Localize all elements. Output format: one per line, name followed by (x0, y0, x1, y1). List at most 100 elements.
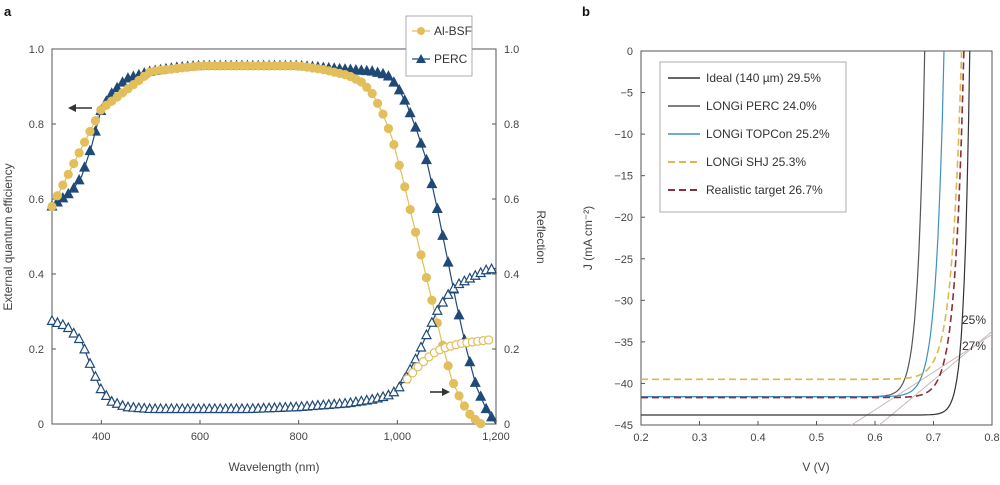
a-xtick-label: 800 (289, 431, 307, 443)
a-point-marker (426, 316, 438, 327)
a-point-marker (106, 395, 118, 406)
b-xtick-label: 0.4 (750, 432, 765, 444)
legend-box (405, 15, 473, 77)
a-point-marker (378, 109, 388, 119)
a-point-marker (383, 123, 394, 134)
a-point-marker (356, 77, 366, 87)
a-point-marker (85, 126, 95, 137)
a-ytick-label: 0.2 (29, 344, 44, 356)
b-reference-line (878, 331, 992, 425)
a-point-marker (421, 272, 432, 283)
a-point-marker (393, 380, 405, 392)
a-point-marker (437, 229, 449, 240)
a-point-marker (63, 169, 73, 179)
a-point-marker (79, 343, 91, 354)
panel-b-legend: Ideal (140 µm) 29.5% LONGi PERC 24.0% LONG… (659, 61, 847, 213)
panel-a-label: a (4, 4, 12, 19)
a-point-marker (426, 177, 438, 189)
a-point-marker (373, 98, 383, 108)
a-y2tick-label: 0.4 (504, 269, 519, 281)
a-point-marker (89, 370, 101, 381)
a-point-marker (437, 296, 449, 307)
panel-b: b 0.2 0.3 0.4 0.5 0.6 0.7 0.8 0 −5 −10 −15 −20 −25 −3… (581, 4, 1000, 474)
a-point-marker (476, 419, 486, 429)
b-ytick-label: −40 (614, 378, 633, 390)
a-point-marker (442, 256, 454, 267)
b-xtick-label: 0.5 (809, 432, 824, 444)
a-point-marker (486, 262, 498, 274)
panel-a-xlabel: Wavelength (nm) (229, 460, 320, 474)
a-point-marker (84, 357, 96, 368)
a-point-marker (431, 304, 443, 315)
legend-triangle-marker (416, 54, 426, 63)
b-legend-label: Realistic target 26.7% (706, 183, 823, 197)
a-point-marker (389, 140, 399, 150)
a-ytick-label: 1.0 (29, 44, 44, 56)
a-point-marker (111, 397, 123, 408)
a-y2tick-label: 0 (504, 419, 510, 431)
panel-b-legend-box (659, 61, 847, 213)
b-ytick-label: −25 (614, 254, 633, 266)
b-legend-label: LONGi TOPCon 25.2% (706, 127, 830, 141)
panel-b-series (641, 51, 992, 425)
a-point-marker (90, 116, 101, 126)
a-point-marker (402, 374, 412, 384)
a-point-marker (68, 327, 80, 338)
a-ytick-label: 0.4 (29, 269, 44, 281)
a-point-marker (58, 180, 68, 190)
panel-b-label: b (582, 4, 590, 19)
a-point-marker (399, 94, 411, 105)
a-y2tick-label: 0.2 (504, 344, 519, 356)
panel-b-ylabel: J (mA cm⁻²) (581, 206, 595, 270)
a-xtick-label: 1,200 (482, 431, 510, 443)
a-point-marker (459, 401, 470, 411)
b-ytick-label: −45 (614, 420, 633, 432)
annotation-27: 27% (962, 339, 986, 353)
panel-a-legend: Al-BSF PERC (405, 15, 473, 77)
b-series-line (641, 51, 963, 381)
a-ytick-label: 0 (38, 419, 44, 431)
a-point-marker (410, 227, 421, 237)
a-point-marker (46, 314, 58, 325)
a-point-marker (367, 88, 377, 99)
b-xtick-label: 0.2 (633, 432, 648, 444)
b-ytick-label: −5 (620, 88, 633, 100)
a-point-marker (69, 159, 79, 169)
b-series-line (641, 51, 965, 399)
a-point-marker (404, 106, 416, 118)
panel-b-xlabel: V (V) (802, 460, 829, 474)
a-point-marker (84, 144, 96, 156)
b-xtick-label: 0.3 (692, 432, 707, 444)
a-point-marker (420, 153, 432, 165)
arrow-left-icon (68, 104, 92, 112)
a-point-marker (362, 82, 372, 92)
a-point-marker (453, 308, 465, 320)
a-point-marker (410, 121, 422, 132)
a-point-marker (415, 341, 427, 352)
a-point-marker (73, 173, 85, 185)
a-point-marker (448, 378, 459, 389)
a-point-marker (51, 316, 63, 328)
a-y2tick-label: 1.0 (504, 44, 519, 56)
a-point-marker (416, 250, 426, 260)
b-legend-label: LONGi PERC 24.0% (706, 99, 817, 113)
b-ytick-label: 0 (627, 46, 633, 58)
a-point-marker (454, 391, 464, 401)
a-point-marker (410, 353, 422, 364)
a-point-marker (111, 81, 123, 93)
a-point-marker (420, 328, 432, 340)
panel-b-ticks: 0.2 0.3 0.4 0.5 0.6 0.7 0.8 0 −5 −10 −15 −20 −25 −30 −… (614, 46, 999, 444)
b-legend-label: Ideal (140 µm) 29.5% (706, 71, 821, 85)
a-point-marker (62, 321, 74, 333)
a-ytick-label: 0.8 (29, 119, 44, 131)
a-point-marker (431, 202, 443, 214)
a-point-marker (469, 376, 481, 387)
a-point-marker (408, 368, 418, 378)
a-point-marker (79, 161, 91, 172)
a-point-marker (57, 318, 69, 330)
a-xtick-label: 1,000 (384, 431, 412, 443)
a-point-marker (480, 402, 492, 414)
